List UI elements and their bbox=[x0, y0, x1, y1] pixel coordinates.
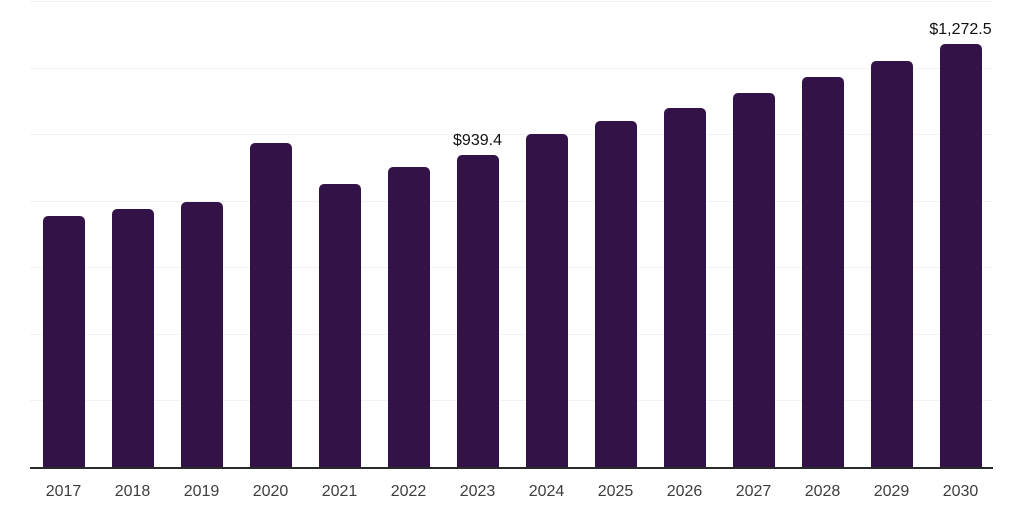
bar-2025 bbox=[594, 121, 637, 468]
x-tick-label-2027: 2027 bbox=[735, 483, 772, 500]
bar-2022 bbox=[387, 167, 430, 468]
value-label-2030: $1,272.5 bbox=[929, 21, 992, 39]
bar-2029 bbox=[870, 61, 913, 468]
bar-2018 bbox=[111, 209, 154, 468]
gridline-600 bbox=[30, 267, 993, 269]
x-tick-label-2019: 2019 bbox=[183, 483, 220, 500]
x-axis-line bbox=[30, 467, 993, 469]
bar-2024 bbox=[525, 134, 568, 468]
bar-2026 bbox=[663, 108, 706, 468]
gridline-200 bbox=[30, 400, 993, 402]
bar-2030 bbox=[939, 44, 982, 468]
x-tick-label-2026: 2026 bbox=[666, 483, 703, 500]
bar-2028 bbox=[801, 77, 844, 468]
x-tick-label-2022: 2022 bbox=[390, 483, 427, 500]
x-tick-label-2030: 2030 bbox=[942, 483, 979, 500]
gridline-1400 bbox=[30, 1, 993, 2]
x-tick-label-2018: 2018 bbox=[114, 483, 151, 500]
bar-2019 bbox=[180, 202, 223, 468]
gridline-1200 bbox=[30, 67, 993, 69]
gridline-1000 bbox=[30, 134, 993, 136]
x-tick-label-2028: 2028 bbox=[804, 483, 841, 500]
bar-2017 bbox=[42, 216, 85, 468]
x-tick-label-2025: 2025 bbox=[597, 483, 634, 500]
x-tick-label-2029: 2029 bbox=[873, 483, 910, 500]
bar-2020 bbox=[249, 143, 292, 468]
gridline-800 bbox=[30, 200, 993, 202]
x-tick-label-2024: 2024 bbox=[528, 483, 565, 500]
x-tick-label-2023: 2023 bbox=[459, 483, 496, 500]
x-tick-label-2020: 2020 bbox=[252, 483, 289, 500]
value-label-2023: $939.4 bbox=[453, 132, 502, 150]
bar-2027 bbox=[732, 93, 775, 468]
x-tick-label-2017: 2017 bbox=[45, 483, 82, 500]
gridline-400 bbox=[30, 333, 993, 335]
bar-2021 bbox=[318, 184, 361, 468]
x-tick-label-2021: 2021 bbox=[321, 483, 358, 500]
bar-2023 bbox=[456, 155, 499, 468]
